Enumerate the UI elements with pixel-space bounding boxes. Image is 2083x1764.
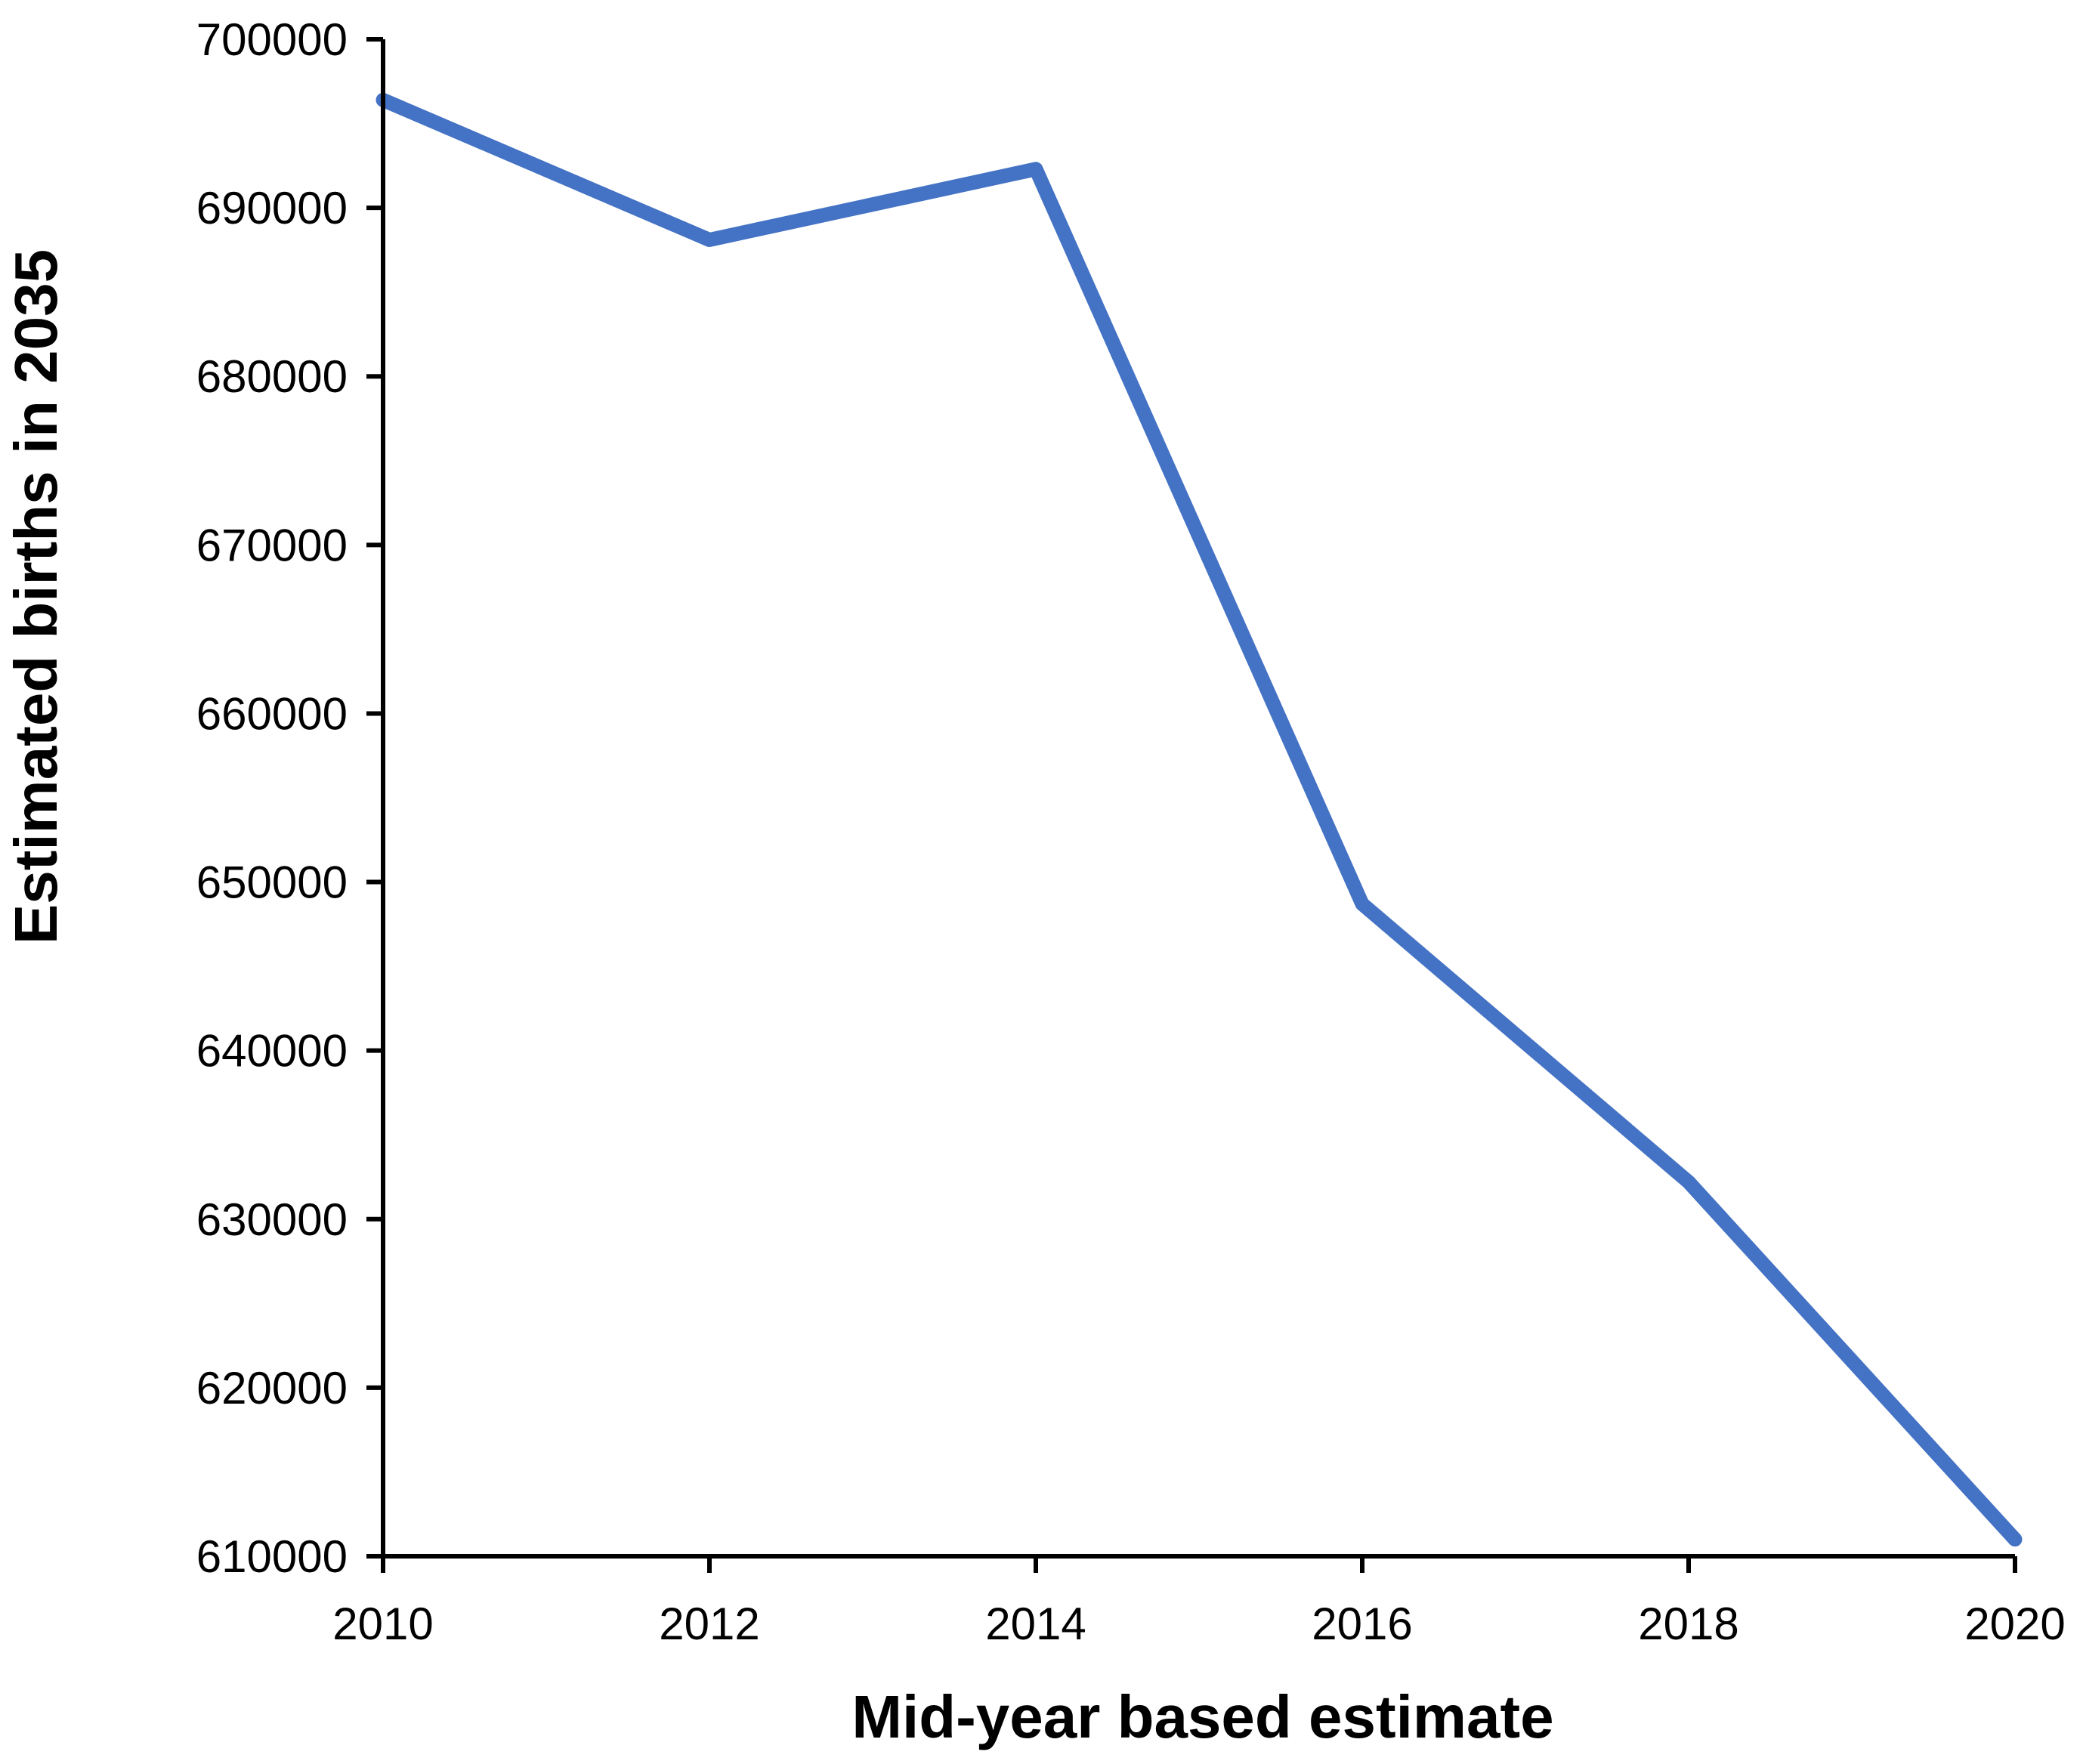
y-axis-title: Estimated births in 2035 (2, 249, 70, 944)
data-series-group (375, 92, 2023, 1547)
x-axis-title: Mid-year based estimate (851, 1683, 1553, 1750)
y-tick-label: 680000 (196, 351, 348, 402)
y-tick-label: 660000 (196, 688, 348, 739)
axes-group (366, 37, 2017, 1573)
y-tick-label: 650000 (196, 857, 348, 908)
y-tick-label: 700000 (196, 14, 348, 65)
tick-labels-group: 610000 620000 630000 640000 650000 660000 6700… (196, 14, 2066, 1649)
x-tick-label: 2012 (659, 1599, 759, 1649)
x-tick-label: 2010 (332, 1599, 433, 1649)
x-tick-label: 2016 (1312, 1599, 1412, 1649)
y-tick-label: 620000 (196, 1363, 348, 1413)
x-tick-label: 2018 (1638, 1599, 1738, 1649)
data-line (375, 92, 2023, 1547)
y-tick-label: 610000 (196, 1531, 348, 1582)
y-tick-label: 690000 (196, 183, 348, 233)
x-tick-label: 2020 (1964, 1599, 2065, 1649)
y-tick-label: 630000 (196, 1194, 348, 1245)
y-tick-label: 640000 (196, 1026, 348, 1077)
y-tick-label: 670000 (196, 520, 348, 570)
x-tick-label: 2014 (985, 1599, 1086, 1649)
